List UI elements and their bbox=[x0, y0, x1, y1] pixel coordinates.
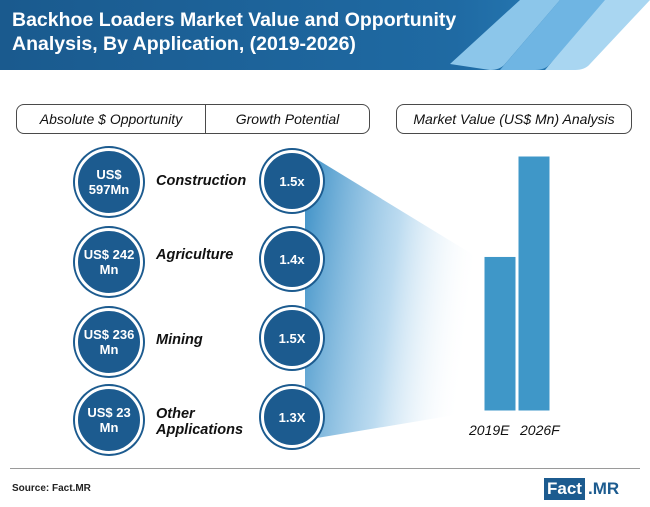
growth-circle-mining: 1.5X bbox=[261, 307, 323, 369]
application-name-construction: Construction bbox=[156, 173, 246, 189]
growth-circle-other: 1.3X bbox=[261, 386, 323, 448]
absolute-opportunity-header: Absolute $ Opportunity bbox=[17, 105, 206, 133]
bar-2019E bbox=[483, 255, 517, 412]
opportunity-value-line1: US$ 236 bbox=[83, 327, 135, 342]
opportunity-value-line2: Mn bbox=[99, 420, 119, 435]
growth-potential-header: Growth Potential bbox=[235, 111, 340, 127]
logo-part1: Fact bbox=[544, 478, 585, 500]
application-name-line1: Agriculture bbox=[156, 247, 234, 263]
opportunity-circle-other: US$ 23 Mn bbox=[75, 386, 143, 454]
chart-title: Backhoe Loaders Market Value and Opportu… bbox=[12, 8, 532, 56]
bar-2026F bbox=[517, 155, 551, 412]
bar-group bbox=[483, 155, 551, 412]
x-tick-label-2026: 2026F bbox=[520, 422, 560, 438]
application-name-line1: Other bbox=[156, 406, 195, 422]
column-headers: Absolute $ Opportunity Growth Potential bbox=[16, 104, 370, 134]
x-tick-label-2019: 2019E bbox=[469, 422, 510, 438]
opportunity-value-line1: US$ 23 bbox=[87, 405, 131, 420]
growth-funnel bbox=[305, 152, 485, 440]
logo-part2: .MR bbox=[587, 479, 620, 498]
growth-circle-construction: 1.5x bbox=[261, 150, 323, 212]
opportunity-value-line2: Mn bbox=[99, 342, 119, 357]
opportunity-circle-mining: US$ 236 Mn bbox=[75, 308, 143, 376]
opportunity-circle-construction: US$ 597Mn bbox=[75, 148, 143, 216]
application-name-line2: Applications bbox=[156, 422, 244, 438]
opportunity-value-line1: US$ bbox=[96, 167, 122, 182]
application-name-mining: Mining bbox=[156, 332, 203, 348]
market-value-header: Market Value (US$ Mn) Analysis bbox=[396, 104, 632, 134]
application-name-agriculture: Agriculture bbox=[156, 247, 233, 263]
footer-divider bbox=[10, 468, 640, 469]
opportunity-value-line1: US$ 242 bbox=[83, 247, 135, 262]
header-banner: Backhoe Loaders Market Value and Opportu… bbox=[0, 0, 650, 72]
application-name-line1: Mining bbox=[156, 332, 203, 348]
header-graphic bbox=[0, 0, 650, 70]
application-name-line1: Construction bbox=[156, 173, 247, 189]
source-note: Source: Fact.MR bbox=[12, 483, 91, 494]
opportunity-value-line2: Mn bbox=[99, 262, 119, 277]
growth-circle-agriculture: 1.4x bbox=[261, 228, 323, 290]
title-line-1: Backhoe Loaders Market Value and Opportu… bbox=[12, 9, 457, 31]
opportunity-circle-agriculture: US$ 242 Mn bbox=[75, 228, 143, 296]
title-line-2: Analysis, By Application, (2019-2026) bbox=[12, 33, 356, 55]
opportunity-value-line2: 597Mn bbox=[88, 182, 130, 197]
application-name-other: Other Applications bbox=[156, 406, 243, 438]
factmr-logo: Fact .MR bbox=[544, 478, 619, 500]
